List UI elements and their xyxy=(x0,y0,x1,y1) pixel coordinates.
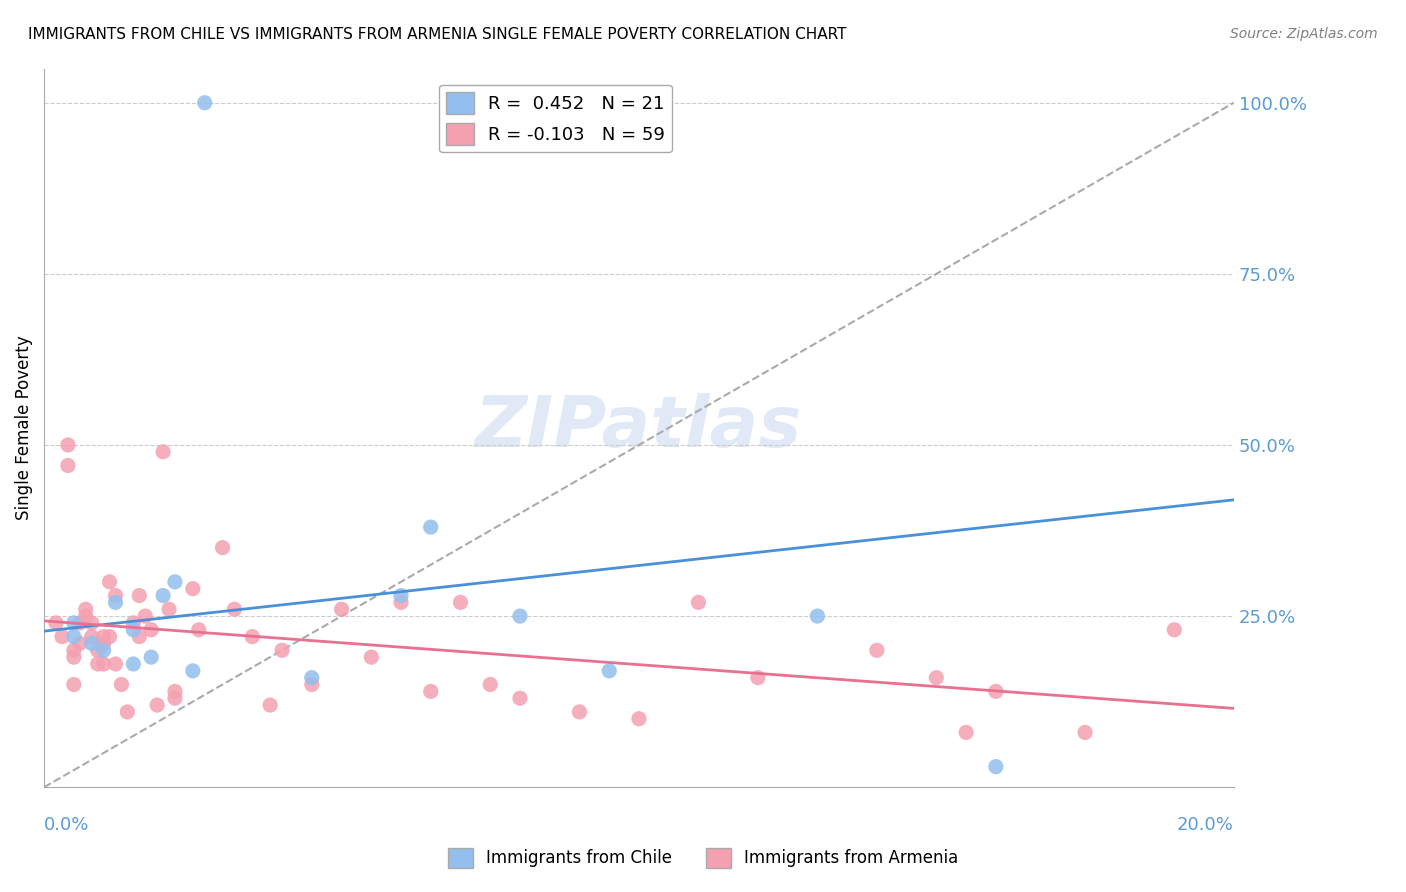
Point xyxy=(134,609,156,624)
Point xyxy=(163,574,186,589)
Point xyxy=(688,595,710,609)
Point xyxy=(181,582,204,596)
Point xyxy=(98,574,121,589)
Legend: R =  0.452   N = 21, R = -0.103   N = 59: R = 0.452 N = 21, R = -0.103 N = 59 xyxy=(439,85,672,153)
Text: ZIPatlas: ZIPatlas xyxy=(475,393,803,462)
Point xyxy=(63,615,86,630)
Text: 20.0%: 20.0% xyxy=(1177,816,1234,834)
Point xyxy=(301,671,323,685)
Point xyxy=(122,623,145,637)
Point xyxy=(122,615,145,630)
Point xyxy=(259,698,281,712)
Point xyxy=(152,589,174,603)
Point xyxy=(301,677,323,691)
Point xyxy=(1163,623,1185,637)
Point xyxy=(389,595,412,609)
Point xyxy=(122,657,145,671)
Point xyxy=(51,630,73,644)
Point xyxy=(93,636,115,650)
Point xyxy=(75,602,97,616)
Point xyxy=(163,691,186,706)
Point xyxy=(56,438,79,452)
Point xyxy=(419,684,441,698)
Point xyxy=(224,602,246,616)
Point xyxy=(93,657,115,671)
Point xyxy=(63,630,86,644)
Point xyxy=(128,589,150,603)
Point xyxy=(93,643,115,657)
Point xyxy=(104,657,127,671)
Text: IMMIGRANTS FROM CHILE VS IMMIGRANTS FROM ARMENIA SINGLE FEMALE POVERTY CORRELATI: IMMIGRANTS FROM CHILE VS IMMIGRANTS FROM… xyxy=(28,27,846,42)
Point xyxy=(419,520,441,534)
Point xyxy=(75,609,97,624)
Point xyxy=(69,615,91,630)
Point xyxy=(163,684,186,698)
Point xyxy=(389,589,412,603)
Point xyxy=(80,615,103,630)
Point xyxy=(146,698,169,712)
Point xyxy=(984,759,1007,773)
Point xyxy=(181,664,204,678)
Point xyxy=(157,602,180,616)
Point xyxy=(56,458,79,473)
Point xyxy=(509,691,531,706)
Point xyxy=(1074,725,1097,739)
Point xyxy=(866,643,889,657)
Point xyxy=(598,664,620,678)
Point xyxy=(128,630,150,644)
Point xyxy=(104,589,127,603)
Point xyxy=(93,630,115,644)
Point xyxy=(110,677,132,691)
Point xyxy=(187,623,209,637)
Point xyxy=(80,630,103,644)
Point xyxy=(86,657,108,671)
Point xyxy=(955,725,977,739)
Point xyxy=(747,671,769,685)
Point xyxy=(806,609,828,624)
Point xyxy=(141,623,163,637)
Point xyxy=(152,445,174,459)
Point xyxy=(271,643,294,657)
Point xyxy=(98,630,121,644)
Point xyxy=(141,650,163,665)
Y-axis label: Single Female Poverty: Single Female Poverty xyxy=(15,335,32,520)
Point xyxy=(211,541,233,555)
Point xyxy=(63,643,86,657)
Text: 0.0%: 0.0% xyxy=(44,816,90,834)
Point xyxy=(69,636,91,650)
Point xyxy=(479,677,502,691)
Text: Source: ZipAtlas.com: Source: ZipAtlas.com xyxy=(1230,27,1378,41)
Point xyxy=(63,677,86,691)
Point xyxy=(450,595,472,609)
Point xyxy=(330,602,353,616)
Point xyxy=(568,705,591,719)
Point xyxy=(925,671,948,685)
Point xyxy=(360,650,382,665)
Point xyxy=(509,609,531,624)
Point xyxy=(63,650,86,665)
Point xyxy=(194,95,217,110)
Point xyxy=(45,615,67,630)
Point xyxy=(86,643,108,657)
Point xyxy=(240,630,263,644)
Point xyxy=(984,684,1007,698)
Point xyxy=(627,712,650,726)
Legend: Immigrants from Chile, Immigrants from Armenia: Immigrants from Chile, Immigrants from A… xyxy=(441,841,965,875)
Point xyxy=(104,595,127,609)
Point xyxy=(117,705,139,719)
Point xyxy=(80,636,103,650)
